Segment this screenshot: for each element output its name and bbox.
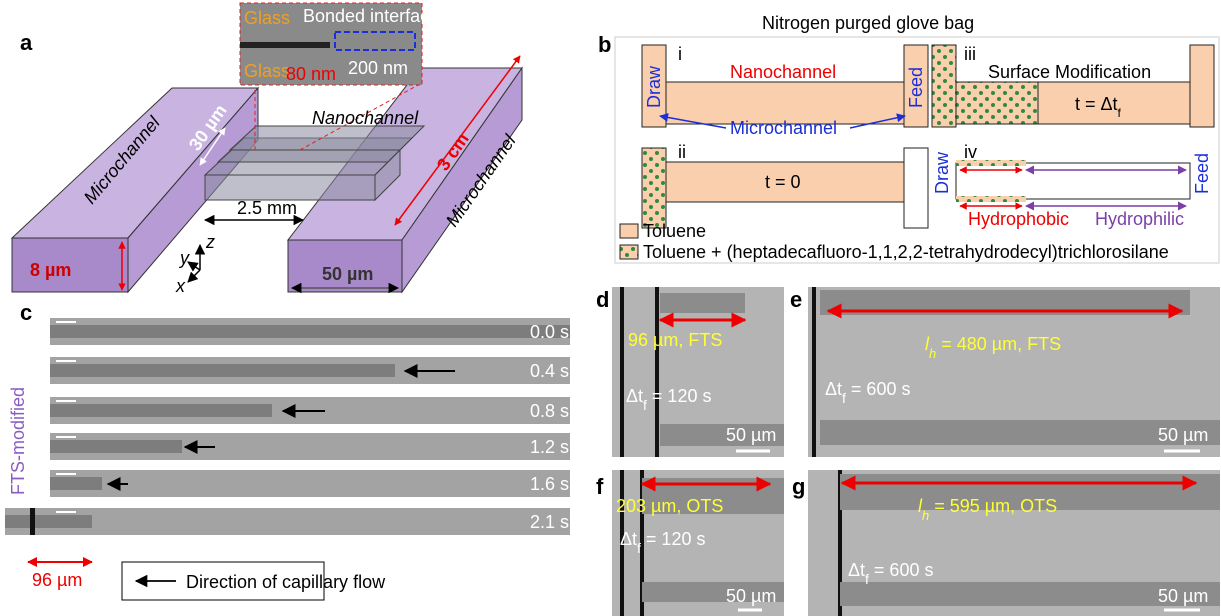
label: 96 µm xyxy=(32,570,82,590)
liquid-front xyxy=(5,515,92,528)
figure: a Glass Bonded interface Glass 80 nm 200… xyxy=(0,0,1221,616)
label-part: t = Δt xyxy=(1075,94,1118,114)
hydrophobic-band xyxy=(660,293,745,313)
dt-rest: = 120 s xyxy=(647,386,712,406)
legend-label: Toluene xyxy=(643,221,706,241)
length-sub: h xyxy=(922,508,929,523)
label: Draw xyxy=(932,151,952,194)
length-text: = 595 µm, OTS xyxy=(929,496,1057,516)
legend-label: Direction of capillary flow xyxy=(186,572,386,592)
step-numeral: ii xyxy=(678,142,686,162)
inset-text: Bonded interface xyxy=(303,6,439,26)
legend-swatch xyxy=(620,224,638,238)
liquid-front xyxy=(50,404,272,417)
panel-label: e xyxy=(790,287,802,312)
channel-edge xyxy=(812,287,816,457)
length-text: 203 µm, OTS xyxy=(616,496,723,516)
length-label: 203 µm, OTS xyxy=(616,496,723,516)
axes-glyph xyxy=(188,245,200,282)
inset-text: 80 nm xyxy=(286,64,336,84)
micrographs: d96 µm, FTSΔtf = 120 s50 µmelh = 480 µm,… xyxy=(596,287,1220,616)
step-numeral: iv xyxy=(964,142,977,162)
time-label: 2.1 s xyxy=(530,512,569,532)
panel-label: c xyxy=(20,300,32,325)
strips: 0.0 s 0.4 s 0.8 s 1.2 s 1.6 s 2.1 s xyxy=(5,318,570,535)
panel-label: f xyxy=(596,474,604,499)
label: Draw xyxy=(644,65,664,108)
channel-edge xyxy=(655,287,659,457)
time-label: 0.8 s xyxy=(530,401,569,421)
label: 2.5 mm xyxy=(237,198,297,218)
channel-edge xyxy=(30,508,35,535)
panel-title: Nitrogen purged glove bag xyxy=(762,13,974,33)
scale-label: 50 µm xyxy=(726,586,776,606)
label: Hydrophilic xyxy=(1095,209,1184,229)
label: t = 0 xyxy=(765,172,801,192)
length-text: = 480 µm, FTS xyxy=(936,334,1061,354)
scale-label: 50 µm xyxy=(726,425,776,445)
label: 50 µm xyxy=(322,264,373,284)
axis-label: z xyxy=(205,232,215,252)
time-label: 0.4 s xyxy=(530,361,569,381)
panel-label: g xyxy=(792,474,805,499)
dt-rest: = 600 s xyxy=(846,379,911,399)
label: 8 µm xyxy=(30,260,71,280)
axis-label: x xyxy=(175,276,186,296)
inset-text: Glass xyxy=(244,61,290,81)
label: Nanochannel xyxy=(730,62,836,82)
legend-label: Toluene + (heptadecafluoro-1,1,2,2-tetra… xyxy=(643,242,1169,262)
step-numeral: iii xyxy=(964,44,976,64)
dt-rest: = 120 s xyxy=(641,529,706,549)
label: Nanochannel xyxy=(312,108,419,128)
length-sub: h xyxy=(929,346,936,361)
axis-label: y xyxy=(178,248,190,268)
scale-label: 50 µm xyxy=(1158,425,1208,445)
time-label: 1.6 s xyxy=(530,474,569,494)
liquid-front xyxy=(50,364,395,377)
dt-rest: = 600 s xyxy=(869,560,934,580)
time-label: 1.2 s xyxy=(530,437,569,457)
inset-text: Glass xyxy=(244,8,290,28)
liquid-front xyxy=(50,440,182,453)
liquid-front xyxy=(50,325,570,338)
dt-text: Δt xyxy=(626,386,643,406)
panel-label: b xyxy=(598,32,611,57)
liquid-front xyxy=(50,477,102,490)
scale-label: 50 µm xyxy=(1158,586,1208,606)
legend-swatch xyxy=(620,245,638,259)
panel-label: d xyxy=(596,287,609,312)
dt-text: Δt xyxy=(848,560,865,580)
length-text: 96 µm, FTS xyxy=(628,330,722,350)
length-label: 96 µm, FTS xyxy=(628,330,722,350)
label: Hydrophobic xyxy=(968,209,1069,229)
sem-gap xyxy=(240,42,330,48)
label: Microchannel xyxy=(730,118,837,138)
label: Surface Modification xyxy=(988,62,1151,82)
step-numeral: i xyxy=(678,44,682,64)
side-label: FTS-modified xyxy=(8,387,28,495)
time-label: 0.0 s xyxy=(530,322,569,342)
dt-text: Δt xyxy=(825,379,842,399)
panel-label: a xyxy=(20,30,33,55)
channel-edge xyxy=(620,287,624,457)
inset-text: 200 nm xyxy=(348,58,408,78)
dt-text: Δt xyxy=(620,529,637,549)
label: Feed xyxy=(1192,153,1212,194)
label: Feed xyxy=(906,67,926,108)
